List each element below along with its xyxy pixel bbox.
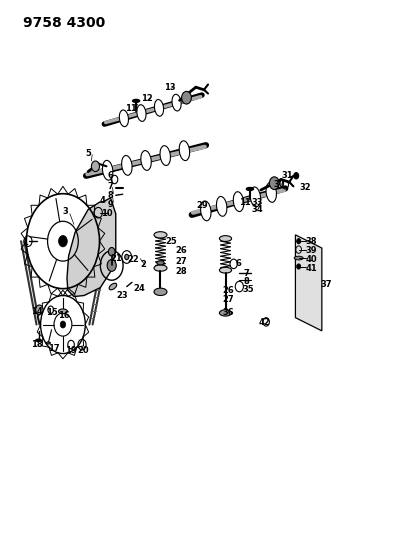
Ellipse shape bbox=[137, 104, 146, 122]
Ellipse shape bbox=[172, 94, 181, 111]
Circle shape bbox=[36, 305, 43, 314]
Circle shape bbox=[269, 177, 279, 190]
Text: 42: 42 bbox=[259, 318, 271, 327]
Text: 35: 35 bbox=[243, 285, 255, 294]
Text: 17: 17 bbox=[48, 344, 59, 353]
Text: 27: 27 bbox=[222, 295, 234, 304]
Text: 8: 8 bbox=[244, 277, 250, 286]
Ellipse shape bbox=[36, 339, 41, 342]
Text: 39: 39 bbox=[306, 246, 317, 255]
Text: 40: 40 bbox=[306, 255, 318, 264]
Text: 27: 27 bbox=[176, 257, 187, 266]
Ellipse shape bbox=[220, 267, 232, 273]
Text: 7: 7 bbox=[108, 182, 113, 191]
Text: 37: 37 bbox=[320, 280, 332, 289]
Circle shape bbox=[297, 264, 301, 269]
Text: 34: 34 bbox=[251, 205, 262, 214]
Circle shape bbox=[297, 239, 301, 244]
Text: 36: 36 bbox=[222, 308, 234, 317]
Text: 28: 28 bbox=[176, 267, 187, 276]
Text: 2: 2 bbox=[140, 261, 146, 269]
Circle shape bbox=[107, 260, 116, 271]
Text: 10: 10 bbox=[101, 209, 112, 218]
Ellipse shape bbox=[220, 310, 232, 316]
Ellipse shape bbox=[132, 99, 140, 102]
Text: 26: 26 bbox=[222, 286, 234, 295]
Text: 5: 5 bbox=[85, 149, 91, 158]
Text: 4: 4 bbox=[99, 196, 105, 205]
Ellipse shape bbox=[233, 192, 244, 212]
Ellipse shape bbox=[201, 201, 211, 221]
Text: 38: 38 bbox=[306, 237, 317, 246]
Text: 6: 6 bbox=[108, 171, 113, 180]
Ellipse shape bbox=[160, 146, 171, 165]
Text: 13: 13 bbox=[164, 83, 175, 92]
Text: 12: 12 bbox=[141, 94, 153, 103]
Text: 29: 29 bbox=[196, 201, 208, 211]
Ellipse shape bbox=[154, 232, 167, 238]
Text: 1: 1 bbox=[22, 238, 28, 247]
Ellipse shape bbox=[154, 265, 167, 271]
Text: 9758 4300: 9758 4300 bbox=[23, 16, 105, 30]
Ellipse shape bbox=[141, 151, 151, 171]
Text: 6: 6 bbox=[236, 260, 241, 268]
Text: 25: 25 bbox=[166, 237, 177, 246]
Text: 26: 26 bbox=[176, 246, 187, 255]
Text: 7: 7 bbox=[244, 269, 250, 278]
Text: 33: 33 bbox=[251, 198, 262, 207]
Ellipse shape bbox=[154, 288, 167, 295]
Ellipse shape bbox=[154, 100, 164, 116]
Text: 15: 15 bbox=[46, 309, 57, 318]
Text: 18: 18 bbox=[31, 340, 43, 349]
Circle shape bbox=[125, 254, 129, 260]
Ellipse shape bbox=[122, 156, 132, 175]
Ellipse shape bbox=[59, 309, 68, 314]
Ellipse shape bbox=[103, 160, 113, 180]
Text: 21: 21 bbox=[111, 254, 122, 263]
Ellipse shape bbox=[250, 187, 260, 207]
Circle shape bbox=[294, 173, 299, 179]
Circle shape bbox=[108, 247, 115, 256]
Ellipse shape bbox=[179, 141, 190, 160]
Ellipse shape bbox=[46, 342, 50, 344]
Text: 11: 11 bbox=[125, 104, 137, 113]
Ellipse shape bbox=[294, 256, 303, 260]
Polygon shape bbox=[67, 198, 116, 296]
Text: 24: 24 bbox=[133, 284, 145, 293]
Ellipse shape bbox=[119, 110, 129, 127]
Ellipse shape bbox=[266, 182, 276, 203]
Ellipse shape bbox=[220, 236, 232, 241]
Text: 32: 32 bbox=[300, 183, 311, 192]
Text: 11: 11 bbox=[239, 198, 250, 207]
Text: 22: 22 bbox=[127, 255, 139, 264]
Text: 8: 8 bbox=[108, 191, 113, 200]
Text: 20: 20 bbox=[77, 346, 89, 356]
Circle shape bbox=[59, 236, 67, 247]
Text: 23: 23 bbox=[117, 291, 129, 300]
Text: 41: 41 bbox=[306, 264, 318, 273]
Ellipse shape bbox=[246, 188, 253, 191]
Circle shape bbox=[60, 321, 66, 328]
Text: 16: 16 bbox=[58, 311, 70, 319]
Ellipse shape bbox=[109, 283, 117, 290]
Text: 31: 31 bbox=[281, 171, 293, 180]
Text: 9: 9 bbox=[108, 200, 113, 209]
Circle shape bbox=[182, 91, 191, 104]
Ellipse shape bbox=[157, 261, 164, 265]
Text: 3: 3 bbox=[63, 207, 69, 216]
Text: 19: 19 bbox=[65, 346, 77, 356]
Ellipse shape bbox=[216, 197, 227, 216]
Circle shape bbox=[91, 161, 100, 172]
Polygon shape bbox=[295, 235, 322, 331]
Text: 30: 30 bbox=[274, 180, 285, 189]
Text: 14: 14 bbox=[31, 307, 43, 316]
